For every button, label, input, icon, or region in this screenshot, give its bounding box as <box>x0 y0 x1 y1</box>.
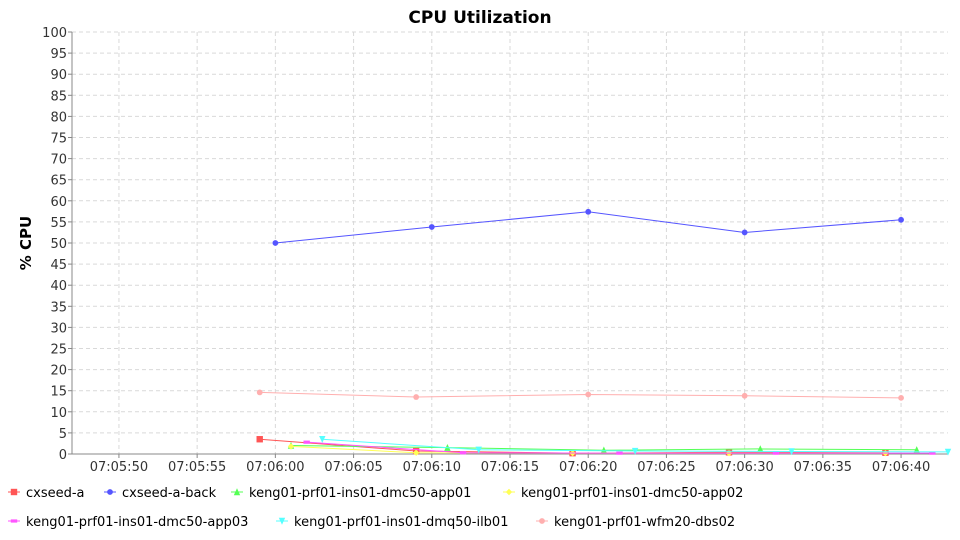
x-tick-label: 07:06:05 <box>324 460 382 475</box>
y-tick-label: 80 <box>50 110 67 125</box>
data-point <box>898 394 904 401</box>
y-tick-label: 25 <box>50 343 67 358</box>
legend-item: keng01-prf01-ins01-dmc50-app01 <box>231 486 471 501</box>
y-tick-labels: 0 5 10 15 20 25 30 35 40 45 50 55 60 65 70 75 80 85 90 95 10… <box>42 26 67 463</box>
legend-swatch-marker <box>10 519 18 523</box>
y-tick-label: 10 <box>50 406 67 421</box>
data-point <box>929 451 936 455</box>
y-tick-label: 0 <box>59 448 67 463</box>
legend-item: cxseed-a-back <box>104 486 217 501</box>
series-7 <box>256 389 904 401</box>
data-point <box>303 440 310 444</box>
y-axis-label: % CPU <box>17 216 35 270</box>
y-tick-label: 40 <box>50 279 67 294</box>
x-tick-label: 07:06:15 <box>481 460 539 475</box>
data-point <box>287 443 295 450</box>
legend-label: cxseed-a-back <box>122 486 217 501</box>
legend-label: keng01-prf01-ins01-dmc50-app03 <box>26 515 248 530</box>
data-point <box>585 208 592 215</box>
x-tick-labels: 07:05:50 07:05:55 07:06:00 07:06:05 07:06:10… <box>90 460 931 475</box>
series-5 <box>303 440 936 455</box>
legend: cxseed-a cxseed-a-back keng01-prf01-ins01-… <box>8 486 743 530</box>
series-layer <box>256 208 952 457</box>
data-point <box>913 446 920 453</box>
legend-item: cxseed-a <box>8 486 85 501</box>
x-tick-label: 07:06:20 <box>559 460 617 475</box>
y-tick-label: 20 <box>50 364 67 379</box>
x-tick-label: 07:06:40 <box>872 460 930 475</box>
legend-item: keng01-prf01-ins01-dmc50-app02 <box>503 486 743 501</box>
x-tick-label: 07:06:35 <box>794 460 852 475</box>
grid <box>68 31 949 458</box>
y-tick-label: 70 <box>50 153 67 168</box>
data-point <box>319 436 326 443</box>
chart-title: CPU Utilization <box>408 8 551 28</box>
y-tick-label: 75 <box>50 132 67 147</box>
x-tick-label: 07:05:55 <box>168 460 226 475</box>
data-point <box>616 451 623 455</box>
y-tick-label: 15 <box>50 385 67 400</box>
x-tick-label: 07:05:50 <box>90 460 148 475</box>
data-point <box>788 448 795 456</box>
series-line <box>259 391 902 399</box>
x-tick-label: 07:06:00 <box>246 460 304 475</box>
data-point <box>256 436 263 443</box>
data-point <box>898 216 904 223</box>
legend-swatch-marker <box>233 488 241 496</box>
legend-swatch-marker <box>107 489 113 495</box>
legend-item: keng01-prf01-ins01-dmq50-ilb01 <box>276 515 508 530</box>
data-point <box>600 446 608 454</box>
y-tick-label: 60 <box>50 195 67 210</box>
data-point <box>944 448 952 456</box>
series-6 <box>319 436 952 456</box>
y-tick-label: 50 <box>50 237 67 252</box>
legend-swatch-marker <box>278 517 286 525</box>
y-tick-label: 30 <box>50 321 67 336</box>
data-point <box>428 224 435 230</box>
series-2 <box>272 208 904 246</box>
x-tick-label: 07:06:30 <box>715 460 773 475</box>
y-tick-label: 85 <box>50 89 67 104</box>
y-tick-label: 35 <box>50 300 67 315</box>
data-point <box>475 446 482 454</box>
data-point <box>413 394 420 400</box>
legend-item: keng01-prf01-ins01-dmc50-app03 <box>8 515 248 530</box>
data-point <box>741 392 748 399</box>
legend-item: keng01-prf01-wfm20-dbs02 <box>536 515 735 530</box>
y-tick-label: 90 <box>50 68 67 83</box>
legend-label: keng01-prf01-ins01-dmc50-app02 <box>521 486 743 501</box>
y-tick-label: 5 <box>59 427 67 442</box>
data-point <box>585 391 592 398</box>
y-tick-label: 100 <box>42 26 67 41</box>
data-point <box>741 229 748 236</box>
legend-label: cxseed-a <box>26 486 85 501</box>
legend-label: keng01-prf01-ins01-dmq50-ilb01 <box>294 515 508 530</box>
data-point <box>272 240 279 246</box>
y-tick-label: 45 <box>50 258 67 273</box>
legend-swatch-marker <box>505 488 513 496</box>
y-tick-label: 95 <box>50 47 67 62</box>
y-tick-label: 65 <box>50 174 67 189</box>
legend-label: keng01-prf01-ins01-dmc50-app01 <box>249 486 471 501</box>
data-point <box>256 389 263 396</box>
data-point <box>757 445 764 453</box>
data-point <box>459 451 467 455</box>
legend-label: keng01-prf01-wfm20-dbs02 <box>554 515 735 530</box>
data-point <box>412 449 420 456</box>
legend-swatch-marker <box>10 488 18 496</box>
y-tick-label: 55 <box>50 216 67 231</box>
x-tick-label: 07:06:25 <box>637 460 695 475</box>
legend-swatch-marker <box>539 518 545 524</box>
data-point <box>631 447 639 455</box>
data-point <box>772 451 780 455</box>
x-tick-label: 07:06:10 <box>403 460 461 475</box>
